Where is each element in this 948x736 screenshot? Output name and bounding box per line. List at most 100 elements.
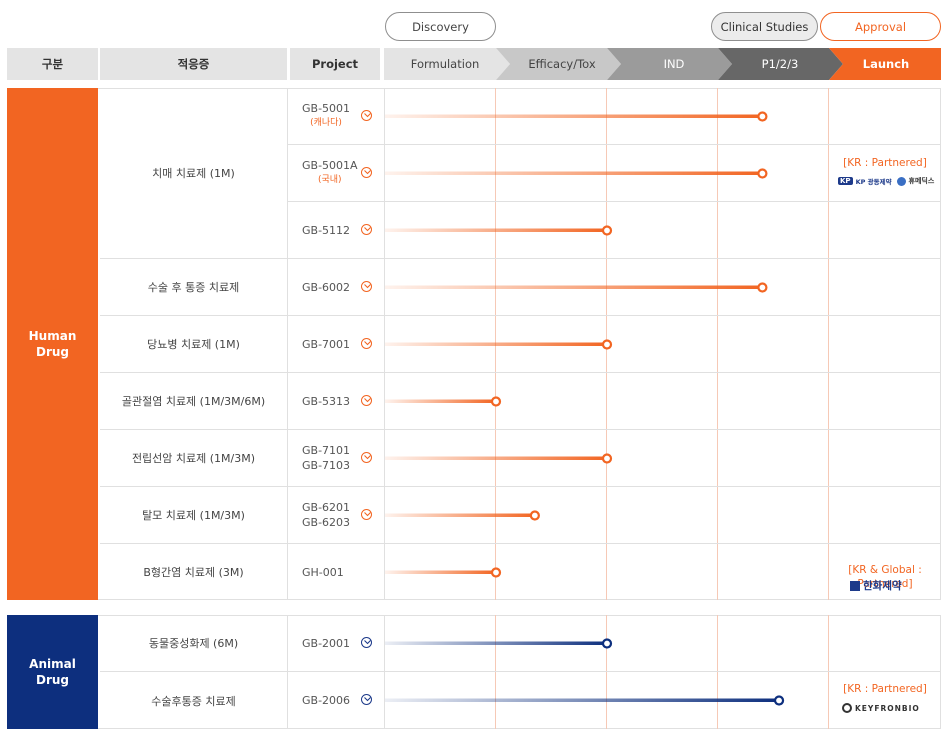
human-progress-bar [385, 114, 763, 118]
keyfronbio-logo-mark [842, 703, 852, 713]
humedix-logo-mark [896, 176, 906, 186]
indication-label: 치매 치료제 (1M) [152, 167, 235, 180]
hanwha-pharma-logo: 한화제약 [850, 578, 902, 593]
stage-formulation-label: Formulation [410, 57, 480, 71]
partner-label: [KR & Global : Partnered] [848, 564, 922, 590]
project-row[interactable]: GB-7101 GB-7103 [288, 430, 384, 487]
stage-p123: P1/2/3 [730, 48, 830, 80]
kp-logo-text: KP 광동제약 [855, 178, 892, 186]
indication-osteoarthritis: 골관절염 치료제 (1M/3M/6M) [100, 373, 287, 430]
project-code: GB-5001A [302, 159, 358, 172]
project-region: (캐나다) [310, 118, 342, 128]
human-progress-bar [385, 171, 763, 175]
human-divider-2 [384, 88, 385, 600]
project-code: GB-5001 [302, 102, 351, 115]
header-indication-label: 적응증 [177, 57, 210, 71]
chevron-down-circle-icon[interactable] [361, 281, 372, 292]
project-code: GB-2006 [302, 694, 351, 707]
animal-divider-2 [384, 615, 385, 729]
indication-label: 전립선암 치료제 (1M/3M) [131, 452, 256, 465]
project-code: GB-7001 [302, 337, 351, 351]
header-project-label: Project [311, 57, 359, 71]
header-indication: 적응증 [100, 48, 287, 80]
clinical-studies-label: Clinical Studies [720, 19, 809, 34]
project-row[interactable]: GB-2001 [288, 615, 384, 672]
chevron-down-circle-icon[interactable] [361, 637, 372, 648]
stage-launch-label: Launch [862, 57, 910, 71]
humedix-logo-text: 휴메딕스 [908, 177, 935, 185]
hanwha-logo-text: 한화제약 [863, 580, 902, 592]
chevron-down-circle-icon[interactable] [361, 167, 372, 178]
chevron-down-circle-icon[interactable] [361, 110, 372, 121]
human-progress-end-dot [757, 111, 768, 122]
human-progress-end-dot [601, 225, 613, 236]
project-row[interactable]: GB-6201 GB-6203 [288, 487, 384, 544]
row-separator [384, 315, 941, 316]
project-row[interactable]: GB-5001A (국내) [288, 145, 384, 202]
stage-p123-label: P1/2/3 [761, 57, 799, 71]
approval-pill[interactable]: Approval [820, 12, 941, 41]
clinical-studies-pill[interactable]: Clinical Studies [711, 12, 818, 41]
project-code: GB-2001 [302, 636, 351, 650]
stage-chevron-bar [384, 48, 941, 80]
indication-diabetes: 당뇨병 치료제 (1M) [100, 316, 287, 373]
indication-dementia: 치매 치료제 (1M) [100, 88, 287, 259]
project-code: GH-001 [302, 565, 344, 579]
project-row[interactable]: GB-5001 (캐나다) [288, 88, 384, 145]
human-progress-end-dot [601, 339, 613, 350]
keyfronbio-logo-text: KEYFRONBIO [855, 703, 920, 713]
project-row[interactable]: GB-2006 [288, 672, 384, 729]
human-divider-1 [287, 88, 288, 600]
human-progress-end-dot [490, 396, 502, 407]
human-progress-bar [385, 456, 607, 460]
hanwha-logo-mark [850, 580, 860, 591]
animal-table-frame [98, 615, 941, 729]
project-row[interactable]: GH-001 [288, 544, 384, 600]
project-code: GB-7103 [302, 459, 351, 472]
chevron-down-circle-icon[interactable] [361, 452, 372, 463]
human-progress-end-dot [757, 168, 768, 179]
chevron-down-circle-icon[interactable] [361, 509, 372, 520]
human-progress-bar [385, 342, 607, 346]
approval-label: Approval [854, 19, 907, 34]
stage-efficacy-tox-label: Efficacy/Tox [528, 57, 596, 71]
row-separator [384, 201, 941, 202]
project-row[interactable]: GB-7001 [288, 316, 384, 373]
stage-efficacy-tox: Efficacy/Tox [506, 48, 618, 80]
chevron-down-circle-icon[interactable] [361, 694, 372, 705]
indication-label: 당뇨병 치료제 (1M) [147, 338, 240, 351]
human-progress-bar [385, 228, 607, 232]
indication-label: B형간염 치료제 (3M) [143, 566, 244, 579]
animal-stage-line-2 [606, 615, 607, 729]
header-category-label: 구분 [41, 57, 64, 71]
indication-hepatitis-b: B형간염 치료제 (3M) [100, 544, 287, 600]
project-row[interactable]: GB-5112 [288, 202, 384, 259]
animal-divider-1 [287, 615, 288, 729]
indication-label: 골관절염 치료제 (1M/3M/6M) [121, 395, 266, 408]
human-progress-bar [385, 570, 496, 574]
project-code: GB-5112 [302, 223, 351, 237]
partner-label: [KR : Partnered] [843, 157, 927, 169]
animal-progress-end-dot [601, 638, 613, 649]
stage-ind-label: IND [663, 57, 685, 71]
project-code: GB-6203 [302, 516, 351, 529]
row-separator [384, 429, 941, 430]
project-row[interactable]: GB-5313 [288, 373, 384, 430]
chevron-down-circle-icon[interactable] [361, 338, 372, 349]
animal-progress-bar [385, 698, 780, 702]
keyfronbio-logo: KEYFRONBIO [842, 703, 920, 713]
category-animal-drug: Animal Drug [7, 615, 98, 729]
kp-logo: KP KP 광동제약 휴메딕스 [838, 176, 934, 186]
indication-hair-loss: 탈모 치료제 (1M/3M) [100, 487, 287, 544]
human-progress-end-dot [757, 282, 768, 293]
row-separator [384, 144, 941, 145]
partner-note-gb5001a: [KR : Partnered] [830, 156, 940, 170]
animal-progress-end-dot [773, 695, 785, 706]
animal-stage-line-1 [495, 615, 496, 729]
project-row[interactable]: GB-6002 [288, 259, 384, 316]
chevron-down-circle-icon[interactable] [361, 395, 372, 406]
discovery-phase-pill[interactable]: Discovery [385, 12, 496, 41]
human-progress-bar [385, 513, 535, 517]
header-project: Project [290, 48, 380, 80]
chevron-down-circle-icon[interactable] [361, 224, 372, 235]
